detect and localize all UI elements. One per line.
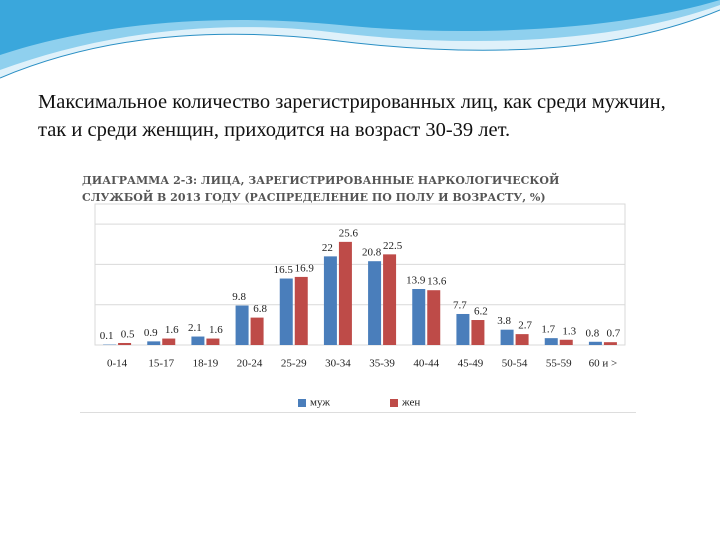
data-label: 0.7 <box>607 328 621 340</box>
bar <box>515 334 529 345</box>
data-label: 22.5 <box>383 240 403 252</box>
legend-swatch <box>298 399 306 407</box>
bar <box>500 329 514 345</box>
x-tick-label: 25-29 <box>281 358 307 370</box>
bar <box>235 305 249 345</box>
data-label: 0.1 <box>100 330 114 342</box>
x-tick-label: 50-54 <box>502 358 528 370</box>
bar <box>118 342 132 345</box>
bar <box>206 338 220 345</box>
x-tick-label: 18-19 <box>193 358 219 370</box>
x-tick-label: 30-34 <box>325 358 351 370</box>
data-label: 22 <box>322 242 333 254</box>
data-label: 0.8 <box>586 327 600 339</box>
bar <box>603 342 617 345</box>
data-label: 0.9 <box>144 327 158 339</box>
bar <box>323 256 337 345</box>
x-tick-label: 15-17 <box>148 358 174 370</box>
data-label: 0.5 <box>121 329 135 341</box>
data-label: 9.8 <box>232 291 246 303</box>
data-label: 2.7 <box>518 320 532 332</box>
bar <box>427 290 441 345</box>
chart: 0-14 0.1 0.5 15-17 0.9 1.6 18-19 2.1 1.6 20-24 9.8… <box>94 203 626 409</box>
bar <box>147 341 161 345</box>
data-label: 1.3 <box>562 325 576 337</box>
x-tick-label: 20-24 <box>237 358 263 370</box>
slide-text: Максимальное количество зарегистрированн… <box>38 91 666 141</box>
data-label: 1.6 <box>165 324 179 336</box>
data-label: 6.2 <box>474 306 488 318</box>
data-label: 3.8 <box>497 315 511 327</box>
data-label: 6.8 <box>253 303 267 315</box>
bar <box>544 338 558 345</box>
chart-title: ДИАГРАММА 2-3: ЛИЦА, ЗАРЕГИСТРИРОВАННЫЕ … <box>82 174 560 204</box>
legend-swatch <box>390 399 398 407</box>
bar <box>279 278 293 345</box>
data-label: 16.9 <box>295 262 315 274</box>
bar <box>383 254 397 345</box>
bar <box>588 341 602 345</box>
decoration <box>0 0 720 79</box>
x-tick-label: 55-59 <box>546 358 572 370</box>
data-label: 25.6 <box>339 227 359 239</box>
x-tick-label: 45-49 <box>458 358 484 370</box>
data-label: 13.9 <box>406 275 426 287</box>
bar <box>162 338 176 345</box>
bar <box>456 313 470 345</box>
bar <box>559 339 573 345</box>
data-label: 2.1 <box>188 322 202 334</box>
data-label: 7.7 <box>453 300 467 312</box>
x-tick-label: 0-14 <box>107 358 128 370</box>
x-tick-label: 40-44 <box>413 358 439 370</box>
chart-box: ДИАГРАММА 2-3: ЛИЦА, ЗАРЕГИСТРИРОВАННЫЕ … <box>80 168 636 413</box>
data-label: 1.7 <box>541 324 555 336</box>
legend-label: муж <box>310 397 330 409</box>
data-label: 13.6 <box>427 276 447 288</box>
data-label: 16.5 <box>274 264 294 276</box>
x-tick-label: 35-39 <box>369 358 395 370</box>
bar <box>412 289 426 345</box>
data-label: 20.8 <box>362 247 382 259</box>
legend-label: жен <box>401 397 420 409</box>
bar <box>338 241 352 345</box>
bar <box>368 261 382 345</box>
x-tick-label: 60 и > <box>589 358 618 370</box>
bar <box>471 320 485 345</box>
bar <box>294 276 308 345</box>
data-label: 1.6 <box>209 324 223 336</box>
bar <box>250 317 264 345</box>
bar <box>191 336 205 345</box>
